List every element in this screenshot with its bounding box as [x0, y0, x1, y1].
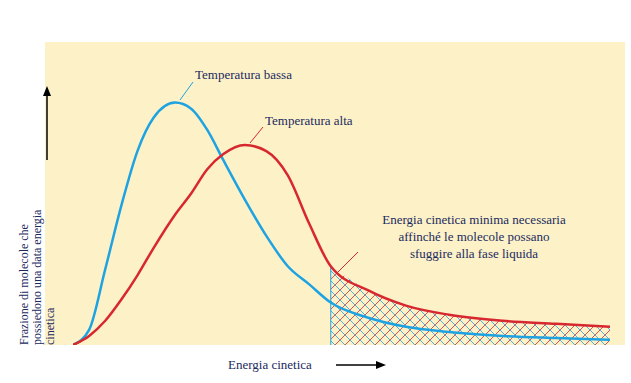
svg-text:Energia cinetica: Energia cinetica — [228, 357, 312, 372]
svg-text:Frazione di molecole chepossie: Frazione di molecole chepossiedono una d… — [17, 209, 57, 345]
svg-text:Energia cinetica minima necess: Energia cinetica minima necessariaaffinc… — [382, 212, 566, 261]
svg-text:Temperatura alta: Temperatura alta — [265, 113, 353, 128]
svg-text:Temperatura bassa: Temperatura bassa — [195, 67, 292, 82]
